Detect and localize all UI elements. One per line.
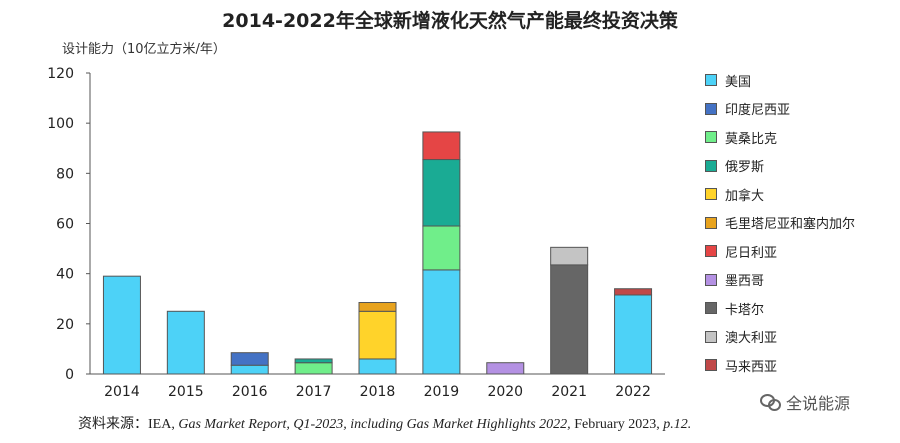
legend-swatch: [705, 359, 717, 372]
x-tick-label: 2019: [424, 384, 460, 400]
bar-segment-2022-s10: [614, 288, 653, 296]
bar-segment-2021-s9: [550, 246, 589, 266]
chart-title: 2014-2022年全球新增液化天然气产能最终投资决策: [222, 10, 678, 32]
y-axis-label: 设计能力（10亿立方米/年）: [62, 42, 226, 57]
legend-item-2: 莫桑比克: [705, 123, 900, 152]
bar-segment-2018-s4: [358, 310, 397, 360]
bar-segment-2019-s0: [422, 269, 461, 375]
legend-label: 马来西亚: [725, 359, 778, 375]
wechat-icon: [760, 394, 781, 411]
legend-swatch: [705, 102, 717, 115]
legend-item-0: 美国: [705, 66, 900, 95]
y-tick-label: 120: [47, 66, 74, 82]
legend-swatch: [705, 159, 717, 172]
bar-segment-2019-s2: [422, 225, 461, 271]
legend-label: 加拿大: [725, 188, 765, 204]
y-tick-label: 40: [56, 267, 74, 283]
bar-segment-2019-s6: [422, 131, 461, 161]
x-tick-label: 2015: [168, 384, 204, 400]
bar-segment-2016-s0: [230, 364, 269, 375]
x-tick-label: 2017: [296, 384, 332, 400]
y-tick-label: 0: [65, 367, 74, 383]
chart-bars: [102, 131, 653, 375]
legend-label: 澳大利亚: [725, 331, 778, 347]
bar-segment-2019-s3: [422, 159, 461, 227]
legend-swatch: [705, 302, 717, 315]
legend-item-5: 毛里塔尼亚和塞内加尔: [705, 209, 900, 238]
bar-segment-2016-s1: [230, 352, 269, 366]
legend-label: 尼日利亚: [725, 245, 778, 261]
legend-item-4: 加拿大: [705, 180, 900, 209]
legend-label: 美国: [725, 74, 752, 90]
legend-item-7: 墨西哥: [705, 266, 900, 295]
source-page: p.12.: [663, 417, 692, 432]
watermark: 全说能源: [760, 390, 850, 414]
x-tick-label: 2014: [104, 384, 140, 400]
chart-legend: 美国印度尼西亚莫桑比克俄罗斯加拿大毛里塔尼亚和塞内加尔 尼日利亚墨西哥卡塔尔澳大利…: [705, 66, 900, 380]
x-tick-label: 2022: [615, 384, 651, 400]
legend-item-3: 俄罗斯: [705, 152, 900, 181]
y-tick-label: 20: [56, 317, 74, 333]
y-tick-label: 80: [56, 166, 74, 182]
legend-label: 莫桑比克: [725, 131, 778, 147]
legend-swatch: [705, 216, 717, 229]
bar-segment-2015-s0: [166, 310, 205, 375]
bar-segment-2017-s2: [294, 362, 333, 375]
legend-swatch: [705, 188, 717, 201]
legend-label: 俄罗斯: [725, 160, 765, 176]
legend-item-9: 澳大利亚: [705, 323, 900, 352]
legend-swatch: [705, 245, 717, 258]
bar-segment-2020-s7: [486, 362, 525, 375]
x-tick-label: 2018: [360, 384, 396, 400]
legend-swatch: [705, 273, 717, 286]
source-prefix: 资料来源：IEA,: [78, 417, 179, 432]
chart-ticks: 0 20 40 60 80 100 120 2014 2015 2016 2017 2018 2019 2…: [47, 66, 651, 400]
y-tick-label: 60: [56, 217, 74, 233]
bar-segment-2017-s3: [294, 358, 333, 364]
bar-segment-2014-s0: [102, 275, 141, 375]
source-date: February 2023,: [570, 417, 664, 432]
legend-label: 毛里塔尼亚和塞内加尔: [725, 217, 856, 233]
legend-label: 印度尼西亚: [725, 103, 791, 119]
source-note: 资料来源：IEA, Gas Market Report, Q1-2023, in…: [78, 413, 691, 433]
x-tick-label: 2021: [551, 384, 587, 400]
legend-item-6: 尼日利亚: [705, 237, 900, 266]
legend-swatch: [705, 74, 717, 87]
x-tick-label: 2020: [487, 384, 523, 400]
watermark-text: 全说能源: [786, 394, 851, 413]
bar-segment-2018-s0: [358, 358, 397, 375]
legend-swatch: [705, 131, 717, 144]
legend-swatch: [705, 330, 717, 343]
x-tick-label: 2016: [232, 384, 268, 400]
source-report-title: Gas Market Report, Q1-2023, including Ga…: [178, 417, 571, 432]
legend-item-1: 印度尼西亚: [705, 95, 900, 124]
bar-segment-2022-s0: [614, 294, 653, 375]
bar-segment-2018-s5: [358, 302, 397, 312]
bar-segment-2021-s8: [550, 264, 589, 375]
legend-label: 卡塔尔: [725, 302, 765, 318]
legend-item-10: 马来西亚: [705, 351, 900, 380]
y-tick-label: 100: [47, 116, 74, 132]
legend-item-8: 卡塔尔: [705, 294, 900, 323]
legend-label: 墨西哥: [725, 274, 765, 290]
